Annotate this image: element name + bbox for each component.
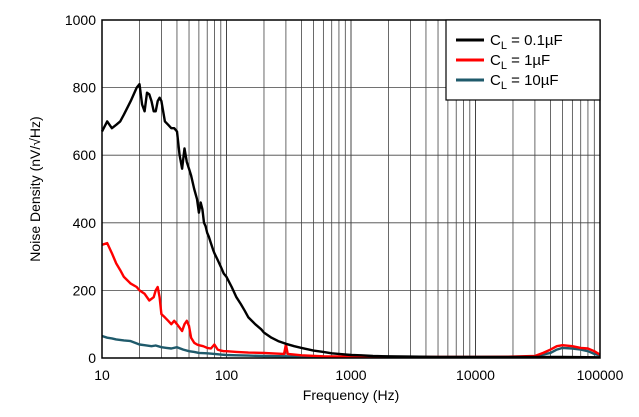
plot-frame [101,19,601,359]
y-axis-title: Noise Density (nV/√Hz) [27,116,43,261]
y-tick-label: 200 [73,282,97,298]
legend-label-3: CL = 10µF [490,72,559,92]
y-tick-label: 400 [73,215,97,231]
y-tick-label: 1000 [65,12,96,28]
x-tick-label: 10000 [456,367,495,383]
x-tick-label: 100000 [577,367,624,383]
series-layer [100,82,601,359]
series-line-3 [101,334,601,359]
legend-label-2: CL = 1µF [490,52,550,72]
grid-layer [102,20,600,358]
x-tick-label: 100 [215,367,239,383]
x-tick-label: 10 [94,367,110,383]
x-tick-label: 1000 [335,367,366,383]
series-line-1 [100,82,601,359]
y-tick-label: 0 [88,350,96,366]
legend-label-1: CL = 0.1µF [490,32,563,52]
tick-label-layer: 10 100 1000 10000 100000 0 200 400 600 800 1000 [65,12,624,383]
y-tick-label: 800 [73,80,97,96]
x-axis-title: Frequency (Hz) [303,387,399,403]
y-tick-label: 600 [73,147,97,163]
